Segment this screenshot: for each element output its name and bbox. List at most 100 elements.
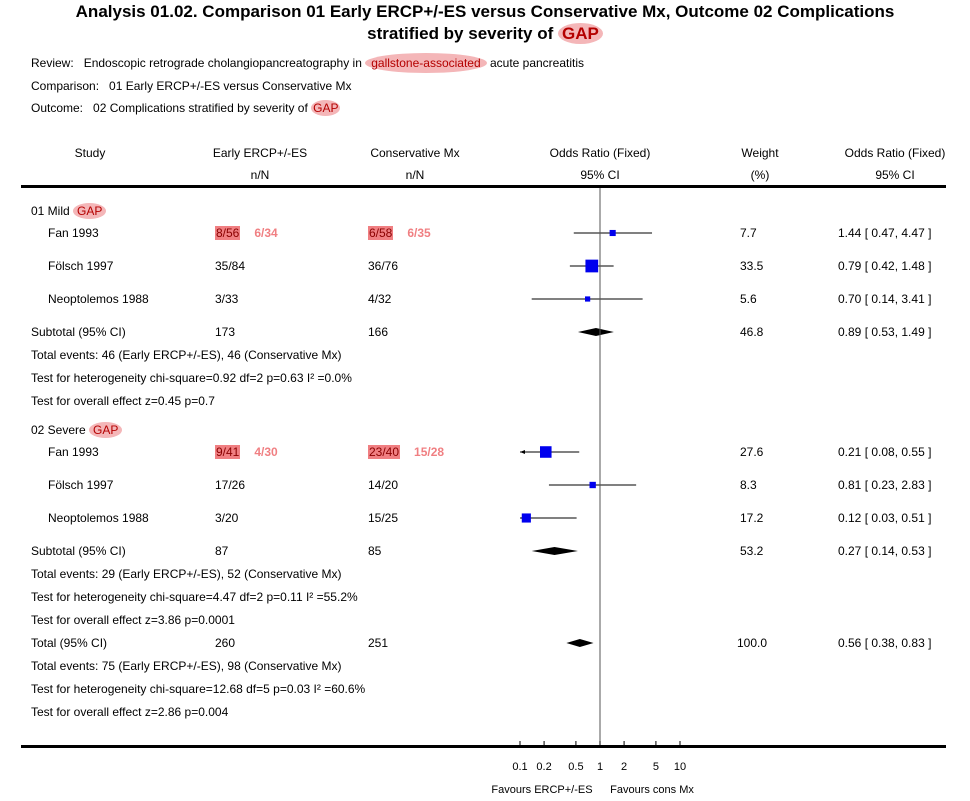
header-group1: Early ERCP+/-ES bbox=[212, 146, 308, 160]
study-or-ci: 0.21 [ 0.08, 0.55 ] bbox=[838, 445, 932, 459]
study-or-ci: 0.70 [ 0.14, 3.41 ] bbox=[838, 292, 932, 306]
header-group2-sub: n/N bbox=[405, 168, 425, 182]
study-group1-events-original: 8/56 bbox=[215, 226, 241, 240]
subtotal-group1: 87 bbox=[215, 544, 229, 558]
x-tick-label: 1 bbox=[597, 761, 603, 773]
study-group2-events: 4/32 bbox=[368, 292, 392, 306]
subtotal-group1: 173 bbox=[215, 325, 236, 339]
study-group1-events: 35/84 bbox=[215, 259, 246, 273]
header-weight-sub: (%) bbox=[750, 168, 770, 182]
review-line: Review: Endoscopic retrograde cholangiop… bbox=[31, 53, 585, 73]
total-weight: 100.0 bbox=[737, 636, 768, 650]
review-suffix: acute pancreatitis bbox=[486, 56, 585, 70]
study-1-1-point-estimate bbox=[589, 481, 596, 489]
subgroup-note: Test for heterogeneity chi-square=0.92 d… bbox=[31, 371, 352, 385]
subtotal-label: Subtotal (95% CI) bbox=[31, 544, 126, 558]
subgroup-heading-highlight: GAP bbox=[73, 203, 107, 219]
total-group1: 260 bbox=[215, 636, 236, 650]
subgroup-note: Total events: 29 (Early ERCP+/-ES), 52 (… bbox=[31, 567, 342, 581]
total-label: Total (95% CI) bbox=[31, 636, 108, 650]
study-or-ci: 0.12 [ 0.03, 0.51 ] bbox=[838, 511, 932, 525]
subtotal-0-diamond bbox=[577, 328, 614, 336]
subtotal-group2: 166 bbox=[368, 325, 389, 339]
subtotal-or-ci: 0.27 [ 0.14, 0.53 ] bbox=[838, 544, 932, 558]
study-1-0-ci-arrow-left bbox=[520, 450, 525, 454]
analysis-title-line2: stratified by severity of GAP bbox=[0, 23, 970, 44]
subgroup-heading-text: 01 Mild bbox=[31, 204, 74, 218]
review-label: Review: bbox=[31, 56, 74, 70]
header-or-plot-sub: 95% CI bbox=[580, 168, 620, 182]
study-weight: 5.6 bbox=[740, 292, 757, 306]
total-note: Test for heterogeneity chi-square=12.68 … bbox=[31, 682, 366, 696]
comparison-label: Comparison: bbox=[31, 79, 100, 93]
study-group1-events: 9/41 4/30 bbox=[215, 445, 278, 459]
study-0-2-point-estimate bbox=[585, 296, 591, 302]
subtotal-weight: 53.2 bbox=[740, 544, 764, 558]
study-1-2-point-estimate bbox=[521, 513, 531, 523]
study-weight: 8.3 bbox=[740, 478, 757, 492]
x-tick-label: 0.2 bbox=[536, 761, 551, 773]
outcome-prefix: 02 Complications stratified by severity … bbox=[93, 101, 312, 115]
subgroup-heading-text: 02 Severe bbox=[31, 423, 90, 437]
study-name: Fölsch 1997 bbox=[48, 478, 114, 492]
subgroup-note: Test for overall effect z=3.86 p=0.0001 bbox=[31, 613, 235, 627]
total-group2: 251 bbox=[368, 636, 389, 650]
header-weight: Weight bbox=[741, 146, 779, 160]
study-group1-events: 17/26 bbox=[215, 478, 246, 492]
x-tick-label: 5 bbox=[653, 761, 659, 773]
study-group2-events-original: 23/40 bbox=[368, 445, 401, 459]
total-or-ci: 0.56 [ 0.38, 0.83 ] bbox=[838, 636, 932, 650]
study-group1-events: 3/33 bbox=[215, 292, 239, 306]
study-group1-events: 8/56 6/34 bbox=[215, 226, 278, 240]
study-weight: 27.6 bbox=[740, 445, 764, 459]
outcome-label: Outcome: bbox=[31, 101, 84, 115]
subtotal-label: Subtotal (95% CI) bbox=[31, 325, 126, 339]
study-or-ci: 1.44 [ 0.47, 4.47 ] bbox=[838, 226, 932, 240]
favours-left-label: Favours ERCP+/-ES bbox=[491, 784, 592, 796]
header-study: Study bbox=[74, 146, 106, 160]
subtotal-weight: 46.8 bbox=[740, 325, 764, 339]
study-1-0-point-estimate bbox=[539, 446, 552, 458]
study-name: Neoptolemos 1988 bbox=[48, 292, 149, 306]
title-line2-text: stratified by severity of bbox=[367, 24, 558, 43]
comparison-line: Comparison: 01 Early ERCP+/-ES versus Co… bbox=[31, 79, 351, 93]
total-diamond bbox=[566, 639, 594, 647]
subgroup-heading-highlight: GAP bbox=[89, 422, 123, 438]
header-or-plot: Odds Ratio (Fixed) bbox=[549, 146, 651, 160]
subgroup-heading: 02 Severe GAP bbox=[31, 422, 123, 438]
study-group1-events-corrected: 6/34 bbox=[254, 226, 278, 240]
outcome-highlight: GAP bbox=[311, 100, 341, 116]
study-group2-events: 6/58 6/35 bbox=[368, 226, 431, 240]
x-tick-label: 0.5 bbox=[568, 761, 583, 773]
header-or-text: Odds Ratio (Fixed) bbox=[844, 146, 946, 160]
study-group1-events-corrected: 4/30 bbox=[254, 445, 278, 459]
study-0-1-point-estimate bbox=[585, 259, 599, 273]
header-group1-sub: n/N bbox=[250, 168, 270, 182]
title-highlight-gap: GAP bbox=[558, 23, 603, 44]
subgroup-note: Test for overall effect z=0.45 p=0.7 bbox=[31, 394, 215, 408]
footer-rule bbox=[21, 745, 946, 748]
header-rule bbox=[21, 185, 946, 188]
subgroup-note: Test for heterogeneity chi-square=4.47 d… bbox=[31, 590, 358, 604]
review-highlight: gallstone-associated bbox=[365, 53, 487, 73]
subgroup-heading: 01 Mild GAP bbox=[31, 203, 107, 219]
study-group2-events: 36/76 bbox=[368, 259, 399, 273]
study-group2-events-corrected: 15/28 bbox=[414, 445, 445, 459]
header-or-text-sub: 95% CI bbox=[875, 168, 915, 182]
favours-right-label: Favours cons Mx bbox=[610, 784, 694, 796]
comparison-value: 01 Early ERCP+/-ES versus Conservative M… bbox=[109, 79, 352, 93]
subgroup-note: Total events: 46 (Early ERCP+/-ES), 46 (… bbox=[31, 348, 342, 362]
subtotal-or-ci: 0.89 [ 0.53, 1.49 ] bbox=[838, 325, 932, 339]
study-group1-events-original: 9/41 bbox=[215, 445, 241, 459]
study-name: Fan 1993 bbox=[48, 445, 99, 459]
x-tick-label: 2 bbox=[621, 761, 627, 773]
x-tick-label: 0.1 bbox=[512, 761, 527, 773]
study-or-ci: 0.81 [ 0.23, 2.83 ] bbox=[838, 478, 932, 492]
study-weight: 33.5 bbox=[740, 259, 764, 273]
study-name: Fan 1993 bbox=[48, 226, 99, 240]
study-group2-events: 15/25 bbox=[368, 511, 399, 525]
study-group1-events: 3/20 bbox=[215, 511, 239, 525]
subtotal-group2: 85 bbox=[368, 544, 382, 558]
x-tick-label: 10 bbox=[674, 761, 686, 773]
